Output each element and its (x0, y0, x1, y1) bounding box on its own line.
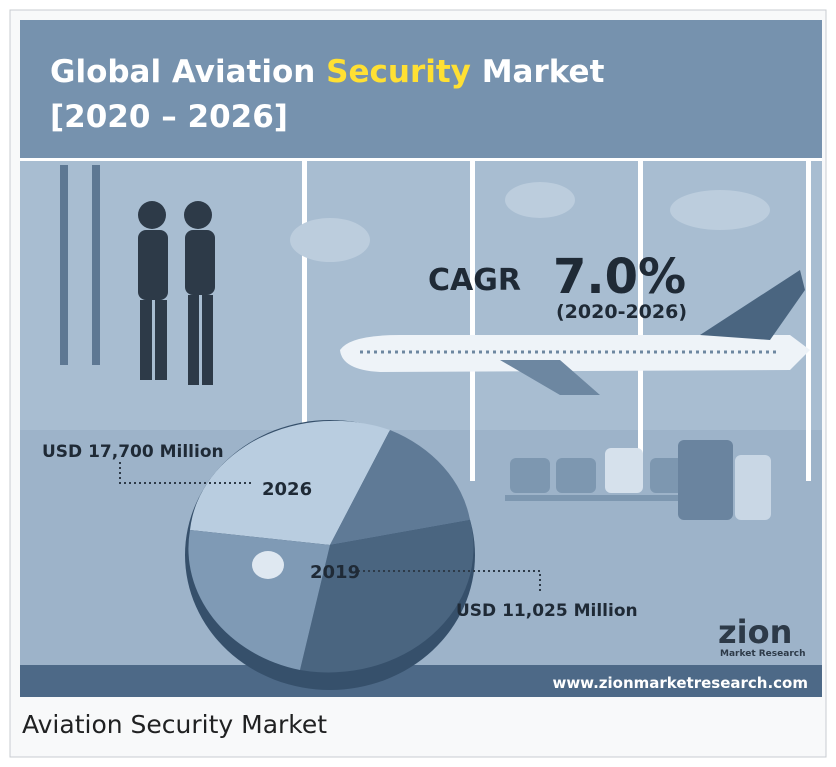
logo-sub: Market Research (720, 649, 806, 659)
cagr-value: 7.0% (553, 249, 686, 305)
pie-illustration (185, 420, 475, 690)
base-year: 2019 (310, 562, 360, 583)
logo-name: zion (718, 613, 792, 651)
base-value: USD 11,025 Million (456, 601, 638, 621)
page: Global Aviation Security Market [2020 – … (0, 0, 836, 767)
title-highlight: Security (326, 54, 471, 90)
scanner (60, 165, 68, 365)
figure: Global Aviation Security Market [2020 – … (0, 0, 836, 767)
cagr-label: CAGR (428, 263, 521, 298)
forecast-year: 2026 (262, 479, 312, 500)
title-part: Market (482, 54, 605, 90)
title-years: [2020 – 2026] (50, 99, 288, 135)
caption: Aviation Security Market (22, 710, 327, 739)
title: Global Aviation Security Market (50, 54, 605, 90)
cagr-period: (2020-2026) (556, 301, 687, 323)
website: www.zionmarketresearch.com (552, 674, 808, 692)
title-part: Global Aviation (50, 54, 315, 90)
forecast-value: USD 17,700 Million (42, 442, 224, 462)
divider (20, 158, 822, 161)
scanner (92, 165, 100, 365)
